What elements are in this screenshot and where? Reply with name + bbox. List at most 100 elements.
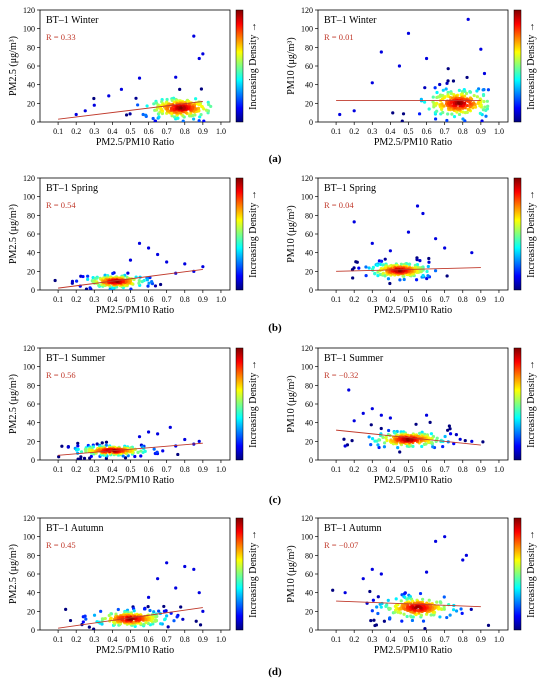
outlier-point: [415, 204, 420, 208]
data-point: [81, 620, 85, 624]
x-tick-label: 0.2: [71, 465, 81, 474]
x-tick-label: 0.9: [476, 295, 486, 304]
x-tick-label: 0.1: [331, 127, 341, 136]
outlier-point: [201, 609, 205, 613]
colorbar-label: Increasing Density →: [248, 530, 259, 618]
chart-winter-pm25: 0 20 40 60 80 100 120 0.1 0.2 0.3 0.4 0.5 0.6 0.7 0.8 0…: [8, 6, 259, 148]
outlier-point: [424, 413, 429, 417]
data-point: [418, 258, 422, 263]
data-point: [386, 598, 390, 603]
data-point: [443, 434, 447, 439]
x-tick-label: 0.2: [71, 295, 81, 304]
data-point: [399, 262, 403, 266]
data-point: [151, 116, 155, 121]
data-point: [421, 597, 425, 601]
data-point: [104, 443, 108, 447]
data-point: [92, 613, 97, 617]
row-label-c: (c): [269, 494, 282, 506]
data-point: [481, 88, 485, 92]
outlier-point: [352, 220, 356, 224]
outlier-point: [128, 258, 133, 262]
x-tick-label: 0.4: [107, 465, 117, 474]
data-point: [391, 439, 395, 443]
y-tick-label: 120: [301, 174, 313, 183]
outlier-point: [137, 241, 142, 245]
data-point: [399, 599, 403, 603]
data-point: [112, 620, 116, 624]
data-point: [414, 422, 418, 426]
data-point: [146, 284, 150, 288]
data-point: [153, 618, 157, 622]
y-tick-label: 0: [309, 626, 313, 635]
x-tick-label: 0.7: [162, 635, 172, 644]
y-tick-label: 20: [305, 99, 313, 108]
scatter-points: [342, 388, 485, 454]
x-tick-label: 0.1: [53, 295, 63, 304]
x-tick-label: 0.8: [458, 635, 468, 644]
data-point: [464, 91, 469, 96]
x-tick-label: 0.3: [367, 127, 377, 136]
data-point: [424, 442, 428, 446]
data-point: [444, 87, 448, 91]
data-point: [427, 598, 431, 602]
data-point: [410, 618, 415, 623]
y-axis-label: PM2.5 (μg/m³): [8, 374, 19, 434]
data-point: [442, 104, 446, 108]
x-tick-label: 0.3: [367, 635, 377, 644]
x-tick-label: 0.1: [331, 295, 341, 304]
data-point: [86, 274, 90, 278]
data-point: [381, 263, 385, 267]
data-point: [377, 438, 382, 442]
data-point: [89, 454, 93, 459]
x-tick-label: 0.2: [71, 635, 81, 644]
data-point: [194, 619, 198, 623]
r-value: R = 0.33: [46, 32, 76, 42]
x-axis-label: PM2.5/PM10 Ratio: [374, 645, 452, 656]
data-point: [94, 276, 99, 280]
data-point: [137, 278, 141, 283]
y-tick-label: 20: [305, 437, 313, 446]
data-point: [440, 102, 444, 106]
data-point: [118, 622, 123, 626]
data-point: [116, 607, 120, 612]
y-tick-label: 20: [27, 437, 35, 446]
data-point: [368, 589, 372, 594]
data-point: [193, 113, 197, 117]
y-tick-label: 60: [305, 570, 313, 579]
plot-frame: [39, 177, 231, 291]
data-point: [179, 106, 183, 110]
data-point: [438, 615, 442, 619]
x-tick-label: 0.2: [349, 127, 359, 136]
data-point: [189, 111, 193, 115]
outlier-point: [197, 56, 201, 61]
y-tick-label: 100: [301, 25, 313, 34]
data-point: [144, 620, 148, 625]
data-point: [370, 609, 374, 613]
data-point: [357, 266, 361, 270]
y-tick-label: 60: [27, 400, 35, 409]
x-tick-label: 0.1: [53, 127, 63, 136]
data-point: [160, 111, 165, 116]
data-point: [466, 107, 470, 112]
x-axis-label: PM2.5/PM10 Ratio: [374, 475, 452, 486]
data-point: [128, 112, 132, 116]
y-tick-label: 60: [27, 570, 35, 579]
data-point: [406, 437, 410, 442]
data-point: [441, 88, 445, 92]
colorbar-label: Increasing Density →: [526, 360, 537, 448]
y-axis-label: PM2.5 (μg/m³): [8, 36, 19, 96]
outlier-point: [165, 561, 169, 565]
y-tick-label: 0: [309, 286, 313, 295]
data-point: [384, 436, 388, 440]
x-tick-label: 0.5: [403, 465, 413, 474]
data-point: [445, 81, 449, 85]
outlier-point: [146, 430, 151, 434]
data-point: [141, 112, 145, 117]
data-point: [415, 605, 419, 609]
data-point: [87, 625, 91, 629]
data-point: [461, 117, 465, 121]
data-point: [367, 266, 371, 270]
x-tick-label: 0.3: [367, 465, 377, 474]
data-point: [376, 443, 380, 447]
outlier-point: [168, 425, 172, 429]
